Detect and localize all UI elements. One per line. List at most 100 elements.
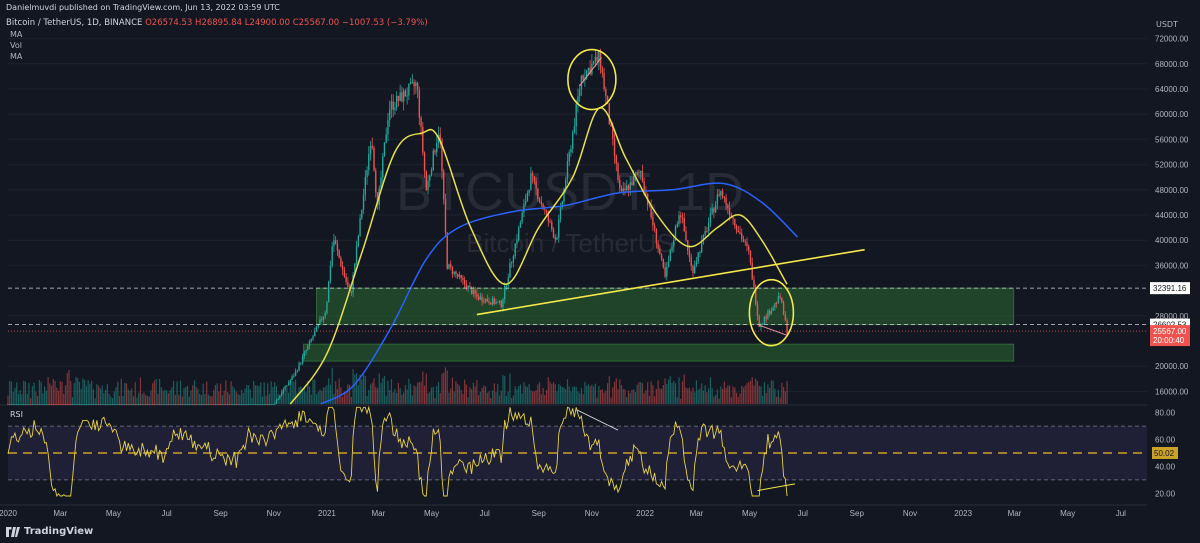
- volume-bar: [206, 381, 208, 404]
- volume-bar: [451, 377, 454, 404]
- rsi-tick-label: 60.00: [1155, 436, 1176, 445]
- volume-bar: [439, 392, 441, 404]
- candle-body: [782, 302, 785, 315]
- indicator-ma-1[interactable]: MA: [10, 30, 23, 39]
- volume-bar: [779, 397, 781, 404]
- candle-body: [746, 242, 748, 247]
- candle-body: [380, 177, 382, 189]
- volume-bar: [256, 385, 258, 404]
- candle-body: [490, 303, 492, 305]
- volume-bar: [462, 393, 464, 404]
- candle-body: [659, 248, 661, 255]
- candle-body: [709, 213, 712, 224]
- volume-bar: [394, 389, 396, 404]
- volume-bar: [389, 390, 391, 404]
- volume-bar: [272, 387, 274, 404]
- candle-body: [563, 188, 565, 202]
- volume-bar: [85, 386, 88, 404]
- tradingview-footer[interactable]: TradingView: [6, 526, 93, 537]
- volume-bar: [784, 391, 786, 404]
- volume-bar: [328, 378, 330, 404]
- candle-body: [207, 404, 210, 405]
- candle-body: [26, 404, 28, 405]
- volume-bar: [491, 390, 494, 404]
- candle-body: [131, 404, 133, 405]
- candle-body: [699, 252, 701, 254]
- time-tick-label: Sep: [532, 509, 547, 518]
- volume-bar: [371, 382, 373, 404]
- volume-bar: [591, 384, 593, 404]
- volume-bar: [701, 383, 703, 404]
- candle-body: [179, 404, 182, 405]
- candle-body: [253, 404, 255, 405]
- volume-bar: [127, 389, 129, 404]
- candle-body: [462, 278, 464, 280]
- volume-bar: [317, 391, 319, 404]
- indicator-ma-2[interactable]: MA: [10, 52, 23, 61]
- volume-bar: [284, 392, 286, 404]
- rsi-tick-label: 20.00: [1155, 489, 1176, 498]
- volume-bar: [82, 378, 84, 404]
- candle-body: [138, 404, 140, 405]
- volume-bar: [654, 396, 656, 404]
- volume-bar: [540, 394, 542, 404]
- candle-body: [233, 404, 236, 405]
- volume-bar: [237, 393, 239, 404]
- volume-bar: [481, 387, 483, 404]
- volume-bars: [7, 367, 788, 404]
- candle-body: [521, 212, 523, 223]
- candle-body: [111, 404, 114, 405]
- candle-body: [429, 175, 431, 181]
- candle-body: [141, 404, 143, 405]
- volume-bar: [525, 385, 527, 404]
- candle-body: [711, 208, 713, 214]
- volume-bar: [265, 395, 267, 404]
- candle-body: [375, 170, 377, 193]
- support-zone: [315, 287, 1015, 326]
- volume-bar: [596, 397, 598, 404]
- volume-bar: [535, 390, 537, 404]
- volume-bar: [681, 381, 684, 404]
- volume-bar: [45, 390, 47, 404]
- candle-body: [340, 257, 342, 267]
- candle-body: [110, 404, 112, 405]
- candle-body: [73, 404, 75, 405]
- candle-body: [685, 231, 687, 241]
- symbol-name[interactable]: Bitcoin / TetherUS, 1D, BINANCE: [6, 18, 143, 28]
- candle-body: [362, 194, 365, 210]
- candle-body: [280, 393, 283, 396]
- candle-body: [413, 81, 415, 87]
- volume-bar: [455, 381, 457, 404]
- candle-body: [305, 350, 307, 353]
- volume-bar: [267, 383, 269, 404]
- volume-bar: [31, 386, 34, 404]
- indicator-vol[interactable]: Vol: [10, 41, 22, 50]
- candle-body: [392, 101, 394, 110]
- volume-bar: [753, 385, 755, 404]
- volume-bar: [641, 383, 644, 404]
- volume-bar: [50, 385, 53, 404]
- candle-body: [202, 404, 204, 405]
- volume-bar: [441, 373, 443, 404]
- candle-body: [748, 246, 750, 251]
- volume-bar: [233, 388, 236, 404]
- candle-body: [282, 389, 285, 394]
- candle-body: [474, 289, 476, 294]
- candle-body: [598, 50, 600, 62]
- volume-bar: [38, 379, 40, 404]
- candle-body: [648, 204, 651, 206]
- volume-bar: [500, 390, 502, 404]
- volume-bar: [692, 387, 694, 404]
- candle-body: [108, 404, 110, 405]
- candle-body: [246, 404, 248, 405]
- candle-body: [735, 225, 738, 231]
- volume-bar: [310, 394, 312, 404]
- candle-body: [423, 152, 426, 171]
- indicator-rsi[interactable]: RSI: [10, 410, 23, 419]
- candle-body: [451, 267, 454, 274]
- candle-body: [608, 103, 611, 125]
- time-tick-label: Mar: [690, 509, 704, 518]
- price-tick-label: 56000.00: [1155, 135, 1189, 144]
- volume-bar: [204, 394, 206, 404]
